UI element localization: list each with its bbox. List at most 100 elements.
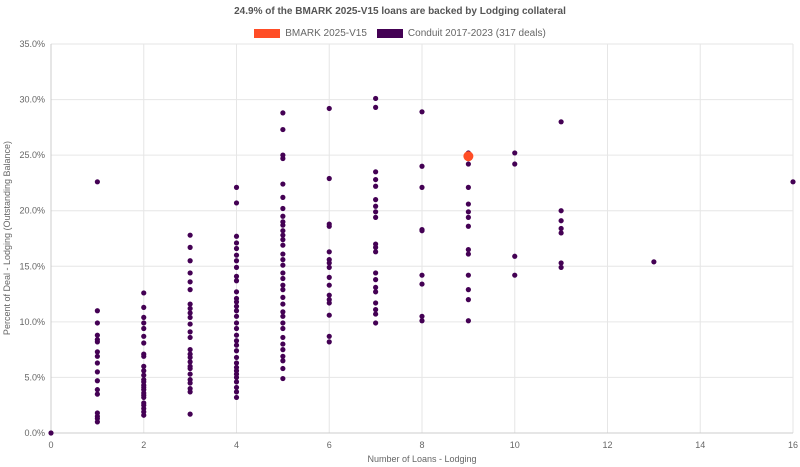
- conduit-data-point[interactable]: [280, 313, 286, 319]
- conduit-data-point[interactable]: [280, 309, 286, 315]
- conduit-data-point[interactable]: [373, 249, 379, 255]
- conduit-data-point[interactable]: [373, 320, 379, 326]
- conduit-data-point[interactable]: [233, 273, 240, 279]
- conduit-data-point[interactable]: [326, 260, 332, 266]
- conduit-data-point[interactable]: [233, 299, 240, 305]
- conduit-data-point[interactable]: [94, 349, 100, 355]
- conduit-data-point[interactable]: [141, 290, 147, 296]
- conduit-data-point[interactable]: [233, 233, 240, 239]
- conduit-data-point[interactable]: [326, 223, 332, 229]
- conduit-data-point[interactable]: [233, 354, 240, 361]
- conduit-data-point[interactable]: [141, 372, 147, 378]
- conduit-data-point[interactable]: [280, 237, 286, 243]
- conduit-data-point[interactable]: [326, 300, 332, 306]
- conduit-data-point[interactable]: [465, 161, 471, 167]
- conduit-data-point[interactable]: [373, 183, 379, 189]
- conduit-data-point[interactable]: [280, 222, 286, 228]
- conduit-data-point[interactable]: [233, 240, 240, 246]
- bmark-data-point[interactable]: [463, 151, 474, 162]
- conduit-data-point[interactable]: [94, 339, 100, 345]
- conduit-data-point[interactable]: [512, 253, 518, 259]
- conduit-data-point[interactable]: [187, 232, 193, 238]
- conduit-data-point[interactable]: [187, 301, 193, 307]
- conduit-data-point[interactable]: [233, 332, 240, 338]
- conduit-data-point[interactable]: [326, 274, 332, 280]
- conduit-data-point[interactable]: [558, 230, 564, 236]
- conduit-data-point[interactable]: [233, 360, 240, 366]
- conduit-data-point[interactable]: [94, 387, 100, 393]
- conduit-data-point[interactable]: [94, 391, 100, 397]
- conduit-data-point[interactable]: [233, 245, 240, 252]
- conduit-data-point[interactable]: [326, 339, 332, 345]
- conduit-data-point[interactable]: [373, 104, 379, 110]
- conduit-data-point[interactable]: [233, 384, 240, 391]
- conduit-data-point[interactable]: [233, 389, 240, 395]
- conduit-data-point[interactable]: [187, 305, 193, 312]
- conduit-data-point[interactable]: [187, 321, 193, 327]
- conduit-data-point[interactable]: [465, 272, 471, 278]
- conduit-data-point[interactable]: [233, 264, 240, 270]
- conduit-data-point[interactable]: [280, 301, 286, 307]
- conduit-data-point[interactable]: [94, 360, 100, 366]
- conduit-data-point[interactable]: [94, 332, 100, 338]
- conduit-data-point[interactable]: [651, 259, 657, 265]
- conduit-data-point[interactable]: [280, 126, 286, 133]
- conduit-data-point[interactable]: [280, 270, 286, 276]
- conduit-data-point[interactable]: [141, 368, 147, 374]
- conduit-data-point[interactable]: [280, 334, 286, 341]
- conduit-data-point[interactable]: [280, 320, 286, 326]
- conduit-data-point[interactable]: [326, 312, 332, 318]
- conduit-data-point[interactable]: [141, 314, 147, 321]
- conduit-data-point[interactable]: [373, 300, 379, 306]
- conduit-data-point[interactable]: [94, 419, 100, 425]
- conduit-data-point[interactable]: [141, 304, 147, 311]
- conduit-data-point[interactable]: [419, 163, 425, 169]
- conduit-data-point[interactable]: [326, 333, 332, 339]
- conduit-data-point[interactable]: [187, 354, 193, 361]
- conduit-data-point[interactable]: [558, 119, 564, 125]
- conduit-data-point[interactable]: [141, 340, 147, 346]
- conduit-data-point[interactable]: [233, 338, 240, 344]
- conduit-data-point[interactable]: [326, 175, 332, 182]
- conduit-data-point[interactable]: [558, 260, 564, 266]
- conduit-data-point[interactable]: [373, 244, 379, 250]
- conduit-data-point[interactable]: [141, 394, 147, 401]
- conduit-data-point[interactable]: [280, 213, 286, 219]
- conduit-data-point[interactable]: [558, 225, 564, 232]
- conduit-data-point[interactable]: [187, 258, 193, 264]
- conduit-data-point[interactable]: [187, 389, 193, 395]
- conduit-data-point[interactable]: [187, 380, 193, 386]
- conduit-data-point[interactable]: [233, 374, 240, 381]
- conduit-data-point[interactable]: [326, 249, 332, 255]
- conduit-data-point[interactable]: [280, 251, 286, 257]
- conduit-data-point[interactable]: [419, 272, 425, 278]
- conduit-data-point[interactable]: [280, 287, 286, 293]
- conduit-data-point[interactable]: [187, 347, 193, 353]
- conduit-data-point[interactable]: [187, 244, 193, 250]
- conduit-data-point[interactable]: [233, 313, 240, 319]
- conduit-data-point[interactable]: [141, 353, 147, 359]
- conduit-data-point[interactable]: [280, 365, 286, 372]
- conduit-data-point[interactable]: [141, 363, 147, 369]
- conduit-data-point[interactable]: [280, 257, 286, 263]
- conduit-data-point[interactable]: [512, 150, 518, 156]
- conduit-data-point[interactable]: [373, 277, 379, 283]
- conduit-data-point[interactable]: [94, 378, 100, 384]
- conduit-data-point[interactable]: [233, 394, 240, 401]
- conduit-data-point[interactable]: [280, 275, 286, 282]
- conduit-data-point[interactable]: [141, 333, 147, 339]
- conduit-data-point[interactable]: [280, 205, 286, 212]
- conduit-data-point[interactable]: [141, 320, 147, 326]
- conduit-data-point[interactable]: [94, 369, 100, 375]
- conduit-data-point[interactable]: [94, 353, 100, 359]
- conduit-data-point[interactable]: [280, 325, 286, 332]
- conduit-data-point[interactable]: [465, 209, 471, 215]
- conduit-data-point[interactable]: [141, 325, 147, 332]
- conduit-data-point[interactable]: [465, 214, 471, 220]
- conduit-data-point[interactable]: [419, 184, 425, 190]
- conduit-data-point[interactable]: [280, 347, 286, 353]
- conduit-data-point[interactable]: [373, 289, 379, 295]
- conduit-data-point[interactable]: [187, 314, 193, 321]
- conduit-data-point[interactable]: [233, 278, 240, 284]
- conduit-data-point[interactable]: [187, 270, 193, 276]
